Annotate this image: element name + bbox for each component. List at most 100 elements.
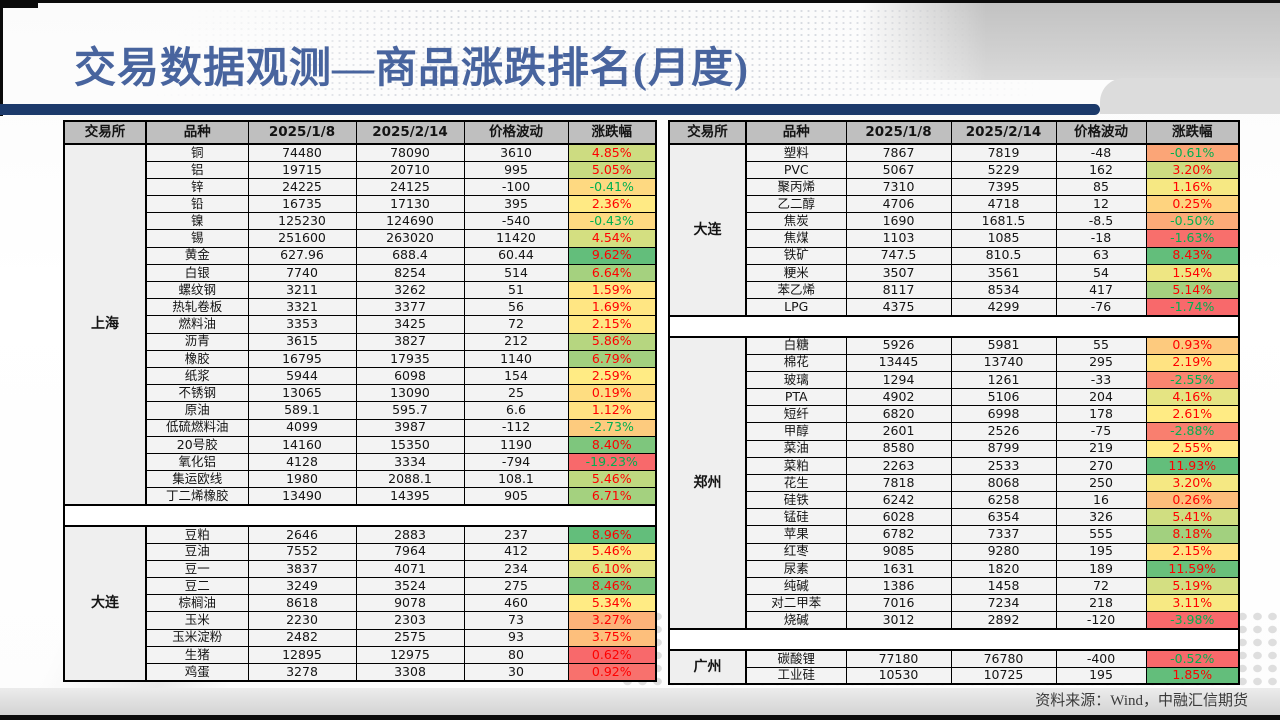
change-pct-cell: -3.98% xyxy=(1145,611,1240,630)
commodity-cell: 对二甲苯 xyxy=(745,594,847,613)
price-change-cell: 93 xyxy=(463,628,569,647)
price-change-cell: 25 xyxy=(463,384,569,403)
table-row: 广州 碳酸锂 77180 76780 -400 -0.52% xyxy=(668,649,1240,685)
commodity-cell: 玉米 xyxy=(145,611,249,630)
commodity-cell: 塑料 xyxy=(745,143,847,162)
price-cell: 5944 xyxy=(247,366,357,386)
price-cell: 8068 xyxy=(950,473,1057,493)
price-cell: 1294 xyxy=(845,370,952,389)
commodity-cell: LPG xyxy=(745,298,847,317)
price-cell: 5229 xyxy=(950,160,1057,179)
commodity-cell: 锡 xyxy=(145,229,249,248)
commodity-cell: 烧碱 xyxy=(745,611,847,630)
commodity-cell: 白银 xyxy=(145,263,249,283)
spacer-row xyxy=(668,628,1240,652)
price-cell: 4902 xyxy=(845,387,952,407)
table-row: 上海铜 74480 78090 3610 4.85% xyxy=(63,143,657,506)
commodity-cell: 花生 xyxy=(745,473,847,493)
price-change-cell: 270 xyxy=(1055,456,1147,475)
table-row: 菜粕 2263 2533 270 11.93% xyxy=(669,456,1240,475)
commodity-cell: 苹果 xyxy=(745,525,847,544)
table-row: 豆二 3249 3524 275 8.46% xyxy=(64,576,657,596)
price-cell: 595.7 xyxy=(355,401,465,420)
price-cell: 6242 xyxy=(845,491,952,510)
price-cell: 7234 xyxy=(950,594,1057,613)
price-change-cell: 460 xyxy=(463,594,569,613)
commodity-cell: 沥青 xyxy=(145,332,249,351)
price-cell: 6258 xyxy=(950,491,1057,510)
price-cell: 125230 xyxy=(247,212,357,231)
price-cell: 7740 xyxy=(247,263,357,283)
table-row: 硅铁 6242 6258 16 0.26% xyxy=(669,491,1240,510)
commodity-cell: 20号胶 xyxy=(145,435,249,454)
change-pct-cell: 5.41% xyxy=(1145,508,1240,527)
price-cell: 4299 xyxy=(950,298,1057,317)
change-pct-cell: 3.75% xyxy=(567,628,657,647)
commodity-cell: 粳米 xyxy=(745,263,847,283)
commodity-cell: 白糖 xyxy=(745,336,847,355)
price-cell: 2646 xyxy=(247,525,357,544)
commodity-cell: 苯乙烯 xyxy=(745,280,847,300)
price-cell: 3249 xyxy=(247,576,357,596)
change-pct-cell: 6.79% xyxy=(567,349,657,368)
price-cell: 7016 xyxy=(845,594,952,613)
change-pct-cell: 3.20% xyxy=(1145,473,1240,493)
spacer-row xyxy=(63,503,657,527)
price-change-cell: -400 xyxy=(1055,649,1147,668)
commodity-cell: 铁矿 xyxy=(745,246,847,265)
price-change-cell: 54 xyxy=(1055,263,1147,283)
price-cell: 7310 xyxy=(845,177,952,197)
change-pct-cell: 0.93% xyxy=(1145,336,1240,355)
price-cell: 13065 xyxy=(247,384,357,403)
price-cell: 13445 xyxy=(845,353,952,372)
table-row: 对二甲苯 7016 7234 218 3.11% xyxy=(669,594,1240,613)
change-pct-cell: 8.40% xyxy=(567,435,657,454)
price-change-cell: 108.1 xyxy=(463,470,569,489)
price-cell: 627.96 xyxy=(247,246,357,265)
exchange-cell: 郑州 xyxy=(668,336,747,630)
price-cell: 1690 xyxy=(845,212,952,231)
slide-title: 交易数据观测—商品涨跌排名(月度) xyxy=(74,46,749,92)
price-cell: 6998 xyxy=(950,405,1057,424)
change-pct-cell: 5.14% xyxy=(1145,280,1240,300)
bottom-gray-band xyxy=(0,688,1280,715)
column-header: 品种 xyxy=(745,120,847,145)
price-change-cell: 72 xyxy=(463,315,569,334)
price-cell: 1386 xyxy=(845,576,952,596)
price-cell: 7818 xyxy=(845,473,952,493)
commodity-cell: 燃料油 xyxy=(145,315,249,334)
column-header: 2025/2/14 xyxy=(950,120,1057,145)
price-cell: 1103 xyxy=(845,229,952,248)
change-pct-cell: -2.88% xyxy=(1145,422,1240,441)
price-cell: 24225 xyxy=(247,177,357,197)
commodity-table-left: 交易所 品种 2025/1/8 2025/2/14 价格波动 涨跌幅 上海铜 74480 78… xyxy=(63,120,657,682)
price-cell: 251600 xyxy=(247,229,357,248)
price-cell: 1085 xyxy=(950,229,1057,248)
change-pct-cell: 0.19% xyxy=(567,384,657,403)
change-pct-cell: -0.50% xyxy=(1145,212,1240,231)
change-pct-cell: 6.10% xyxy=(567,559,657,579)
commodity-cell: 热轧卷板 xyxy=(145,298,249,317)
price-change-cell: 85 xyxy=(1055,177,1147,197)
price-cell: 3278 xyxy=(247,662,357,682)
price-cell: 6098 xyxy=(355,366,465,386)
price-change-cell: -75 xyxy=(1055,422,1147,441)
commodity-cell: 铜 xyxy=(145,143,249,162)
price-change-cell: -18 xyxy=(1055,229,1147,248)
column-header: 2025/2/14 xyxy=(355,120,465,145)
price-cell: 747.5 xyxy=(845,246,952,265)
price-cell: 2230 xyxy=(247,611,357,630)
price-change-cell: 514 xyxy=(463,263,569,283)
price-cell: 3377 xyxy=(355,298,465,317)
commodity-cell: 螺纹钢 xyxy=(145,280,249,300)
price-cell: 4706 xyxy=(845,195,952,214)
commodity-cell: 工业硅 xyxy=(745,666,847,685)
commodity-cell: 豆粕 xyxy=(145,525,249,544)
price-cell: 5067 xyxy=(845,160,952,179)
price-cell: 6354 xyxy=(950,508,1057,527)
price-cell: 3615 xyxy=(247,332,357,351)
change-pct-cell: 5.46% xyxy=(567,470,657,489)
price-change-cell: 195 xyxy=(1055,542,1147,561)
price-change-cell: 80 xyxy=(463,645,569,664)
